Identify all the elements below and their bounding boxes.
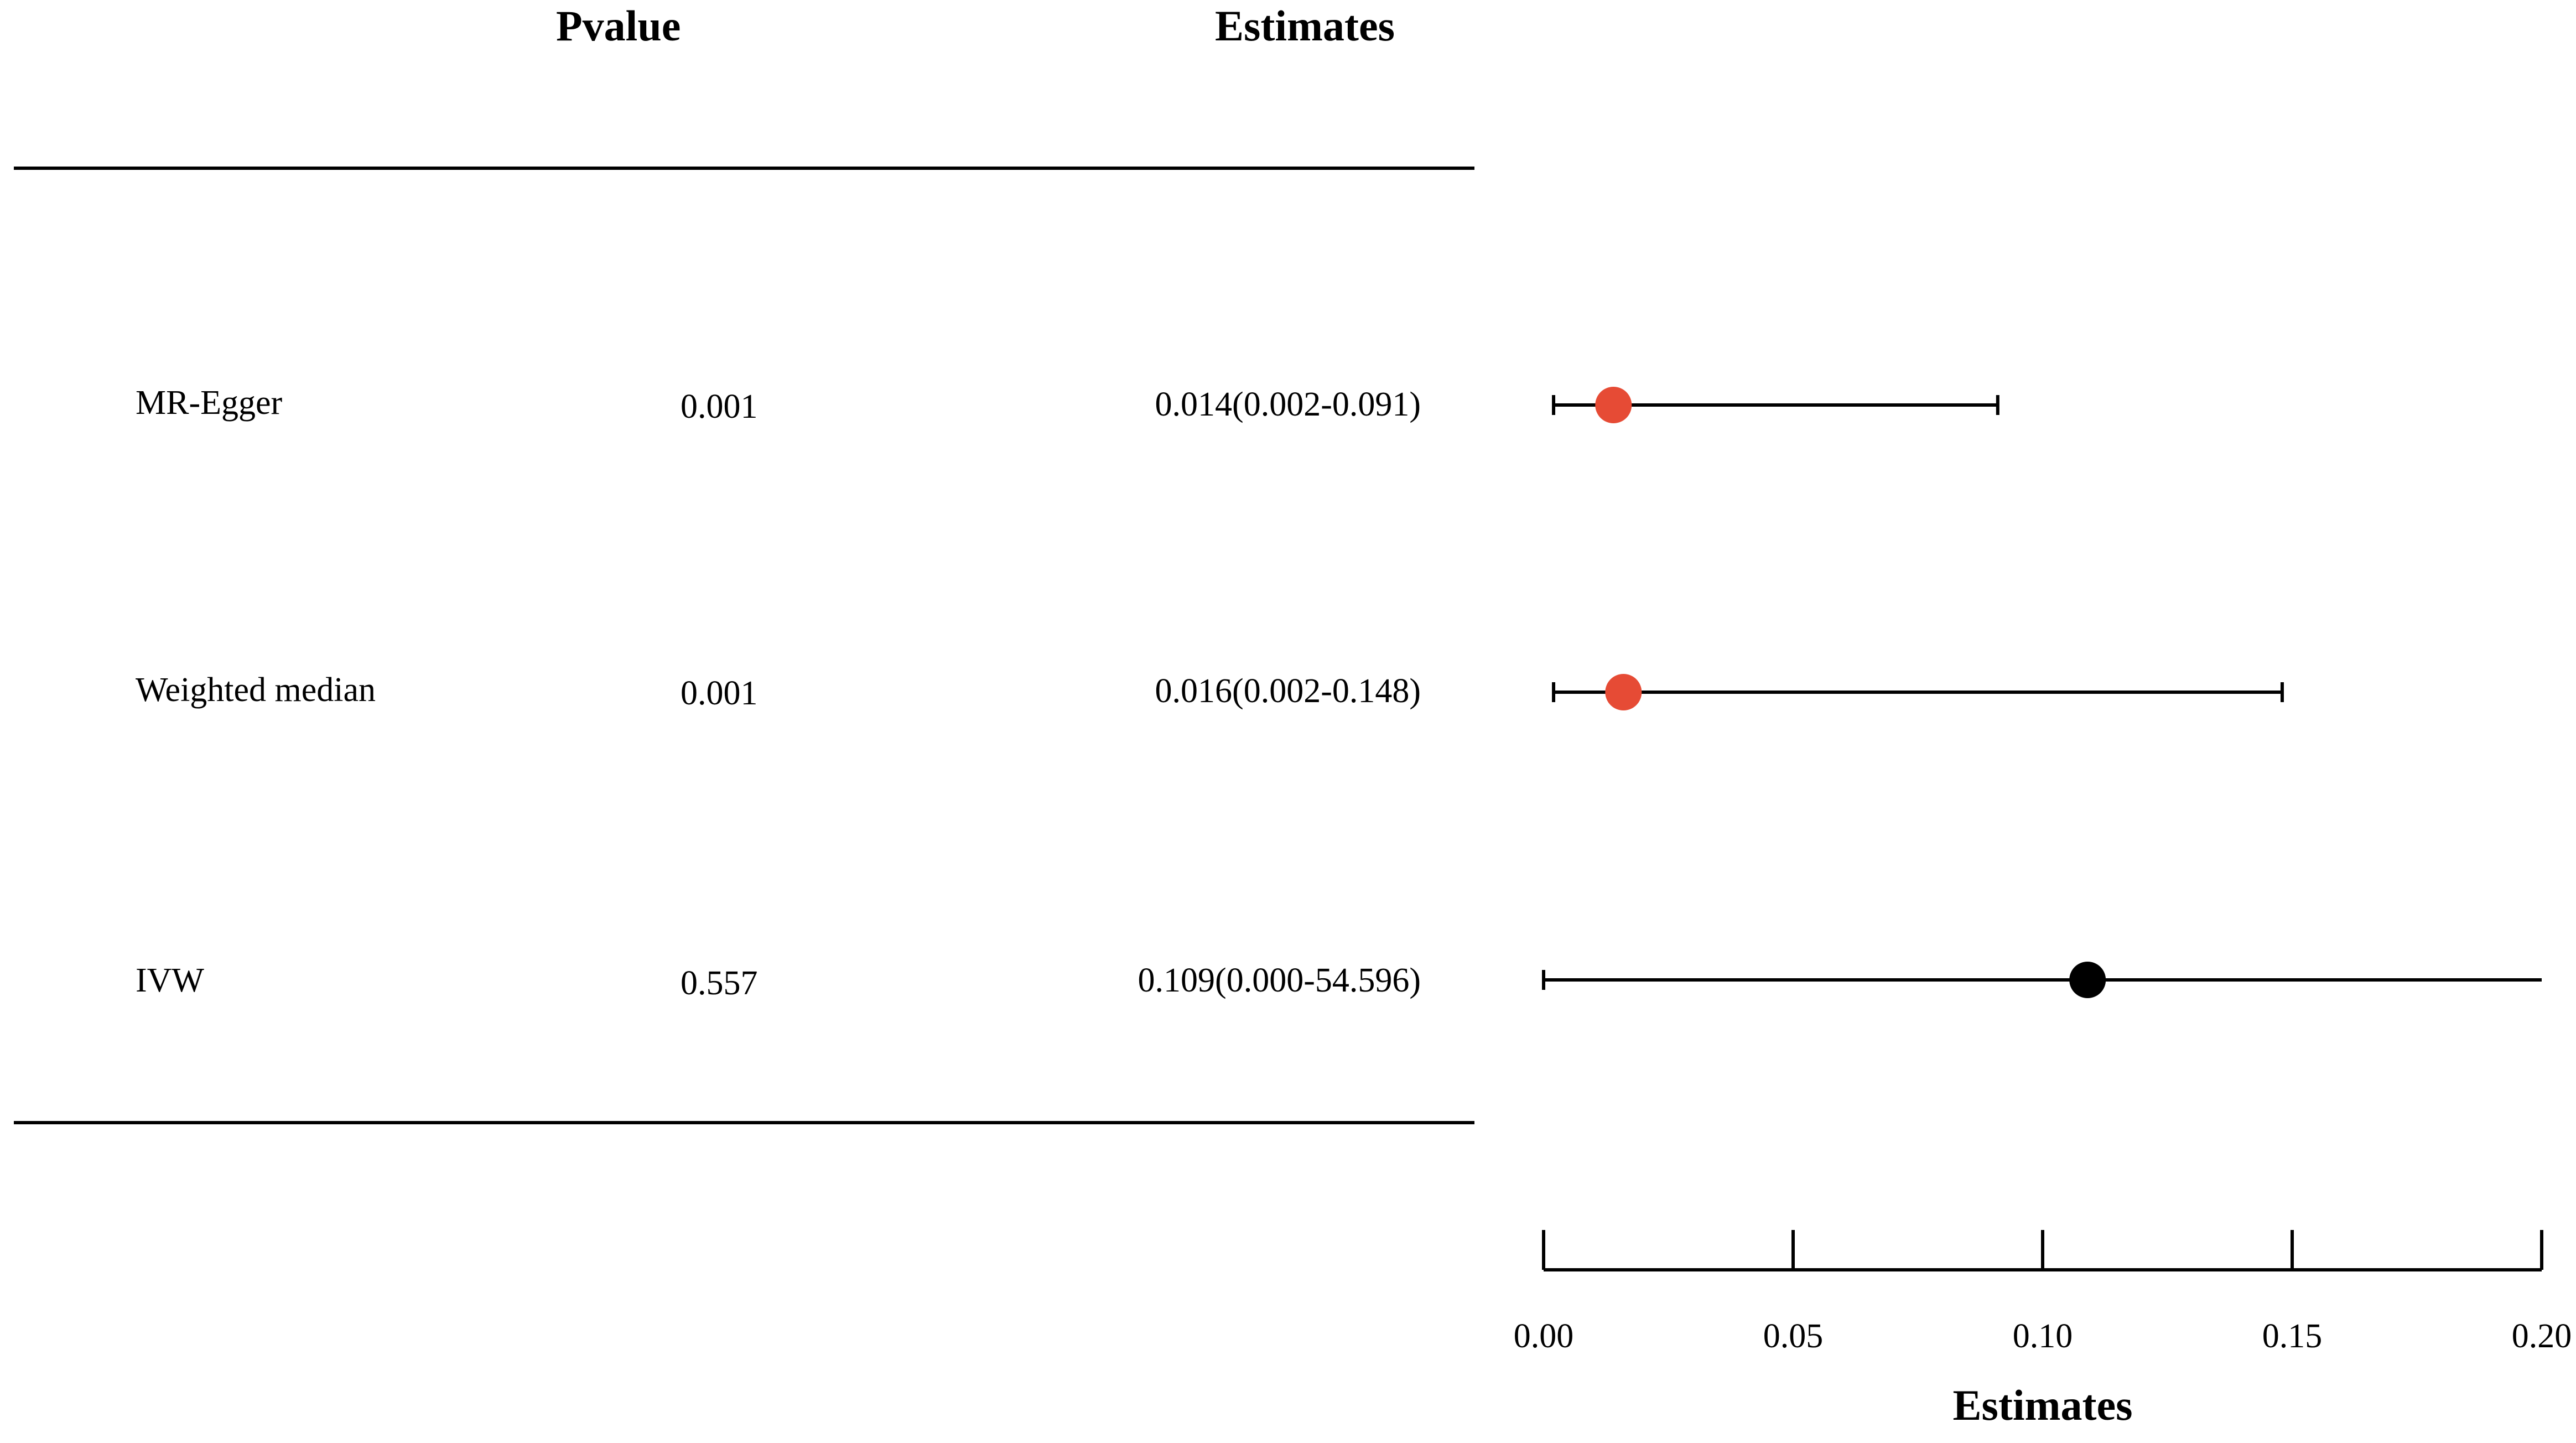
pvalue-column-header: Pvalue bbox=[556, 2, 681, 50]
estimate-cell: 0.109(0.000-54.596) bbox=[1138, 962, 1421, 999]
estimate-cell: 0.014(0.002-0.091) bbox=[1155, 386, 1421, 423]
estimates-column-header: Estimates bbox=[1215, 2, 1395, 50]
x-tick-label: 0.10 bbox=[2013, 1317, 2073, 1355]
x-tick-label: 0.00 bbox=[1514, 1317, 1574, 1355]
table-top-rule bbox=[14, 167, 1474, 170]
x-tick-label: 0.05 bbox=[1763, 1317, 1824, 1355]
x-tick-label: 0.15 bbox=[2262, 1317, 2323, 1355]
pvalue-cell: 0.557 bbox=[681, 964, 758, 1002]
method-label: IVW bbox=[136, 962, 204, 999]
method-label: MR-Egger bbox=[136, 384, 283, 422]
estimate-point bbox=[2069, 962, 2106, 998]
pvalue-cell: 0.001 bbox=[681, 388, 758, 425]
method-label: Weighted median bbox=[136, 671, 376, 709]
estimate-point bbox=[1605, 674, 1642, 710]
estimate-point bbox=[1595, 387, 1632, 423]
x-axis-title: Estimates bbox=[1953, 1381, 2133, 1429]
pvalue-cell: 0.001 bbox=[681, 674, 758, 712]
x-tick-label: 0.20 bbox=[2512, 1317, 2572, 1355]
table-bottom-rule bbox=[14, 1121, 1474, 1124]
estimate-cell: 0.016(0.002-0.148) bbox=[1155, 672, 1421, 710]
